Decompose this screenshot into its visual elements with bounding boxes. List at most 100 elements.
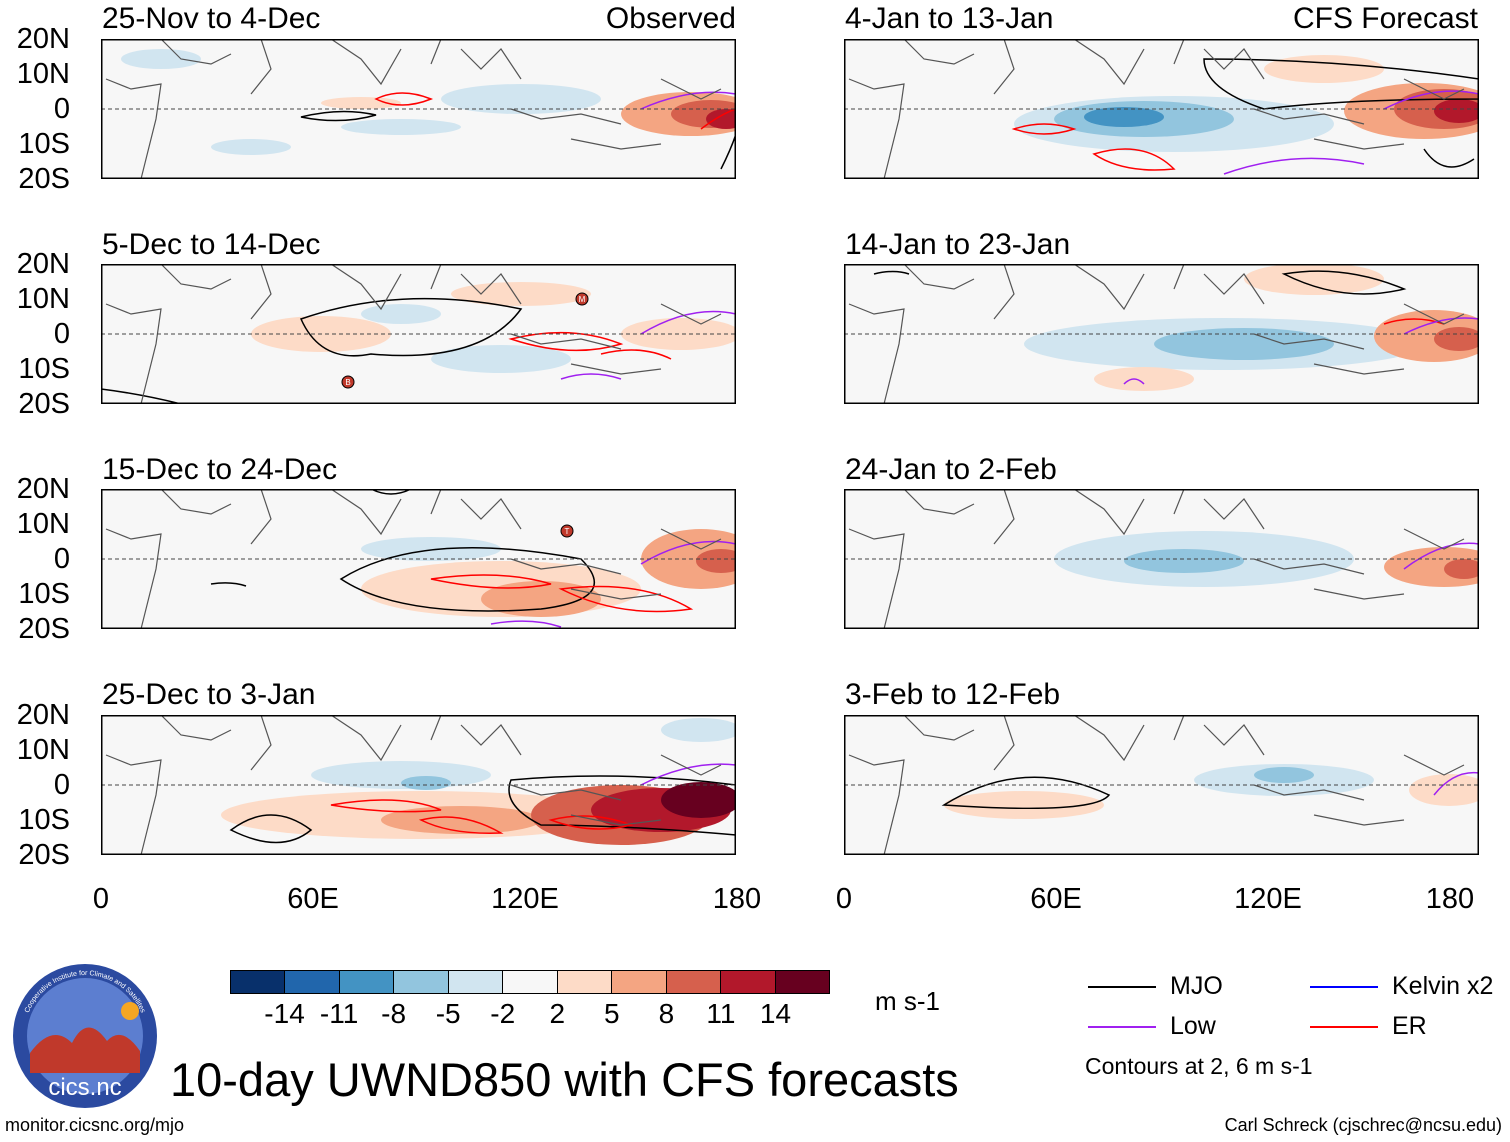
panel-title-obs-1: 25-Nov to 4-Dec [102,2,321,35]
lat-label: 20S [18,839,70,871]
panel-title-obs-2: 5-Dec to 14-Dec [102,228,321,261]
lat-label: 20S [18,163,70,195]
lat-label: 20N [16,699,70,731]
map-panel-obs-3: T [101,489,736,629]
lat-label: 10N [16,283,70,315]
legend-label: Kelvin x2 [1392,972,1494,1000]
legend-line-icon [1310,985,1378,988]
legend-label: Low [1170,1012,1216,1040]
legend-item-er: ER [1310,1012,1427,1041]
storm-marker-m-label: M [579,295,586,304]
lon-label: 60E [1030,883,1082,915]
colorbar-cell [503,971,558,993]
panel-title-fc-3: 24-Jan to 2-Feb [845,453,1057,486]
legend-line-icon [1310,1025,1378,1028]
footer-url: monitor.cicsnc.org/mjo [5,1115,185,1135]
lat-label: 20N [16,473,70,505]
map-svg [844,489,1479,629]
map-panel-obs-2: M B [101,264,736,404]
legend-label: MJO [1170,972,1223,1000]
lat-label: 10S [18,353,70,385]
lat-label: 20S [18,388,70,420]
footer-credit: Carl Schreck (cjschrec@ncsu.edu) [1224,1115,1502,1135]
map-svg: M B [101,264,736,404]
colorbar [230,970,830,994]
panel-title-fc-4: 3-Feb to 12-Feb [845,678,1061,711]
legend-item-kelvin: Kelvin x2 [1310,972,1493,1001]
storm-marker-t-label: T [565,527,570,536]
colorbar-cell [775,971,829,993]
lat-label: 0 [53,318,70,350]
lat-label: 10N [16,58,70,90]
panel-title-obs-4: 25-Dec to 3-Jan [102,678,316,711]
legend-label: ER [1392,1012,1427,1040]
lon-label: 180 [712,883,762,915]
legend-item-mjo: MJO [1088,972,1223,1001]
map-panel-fc-4 [844,715,1479,855]
lat-label: 10S [18,578,70,610]
map-panel-obs-1 [101,39,736,179]
map-svg [101,715,736,855]
lon-label: 120E [491,883,559,915]
map-svg: T [101,489,736,629]
colorbar-tick-label: -5 [435,998,461,1029]
colorbar-tick-label: -8 [381,998,407,1029]
colorbar-tick-label: 8 [658,998,675,1029]
colorbar-tick-label: 2 [549,998,566,1029]
colorbar-cell [612,971,667,993]
storm-marker-t-icon: T [560,524,574,538]
colorbar-cell [339,971,395,993]
forecast-label: CFS Forecast [1292,2,1478,35]
lon-label: 120E [1234,883,1302,915]
observed-label: Observed [605,2,736,35]
lat-label: 0 [53,769,70,801]
colorbar-units: m s-1 [875,986,940,1016]
lat-label: 10S [18,128,70,160]
lat-label: 20N [16,248,70,280]
storm-marker-b-icon: B [341,375,355,389]
panel-title-fc-1: 4-Jan to 13-Jan [845,2,1054,35]
map-panel-fc-1 [844,39,1479,179]
lon-label: 60E [287,883,339,915]
lat-label: 0 [53,93,70,125]
lat-label: 0 [53,543,70,575]
lon-label: 0 [92,883,110,915]
colorbar-cell [285,971,340,993]
lat-label: 10N [16,508,70,540]
legend-line-icon [1088,985,1156,988]
lat-label: 20S [18,613,70,645]
figure-title: 10-day UWND850 with CFS forecasts [170,1053,959,1106]
panel-title-obs-3: 15-Dec to 24-Dec [102,453,338,486]
colorbar-cell [721,971,776,993]
colorbar-cell [448,971,504,993]
lat-label: 10N [16,734,70,766]
contour-note: Contours at 2, 6 m s-1 [1085,1053,1313,1079]
storm-marker-m-icon: M [575,292,589,306]
map-panel-fc-2 [844,264,1479,404]
colorbar-tick-label: 14 [759,998,792,1029]
map-svg [101,39,736,179]
colorbar-tick-label: 5 [604,998,620,1029]
map-svg [844,39,1479,179]
map-svg [844,264,1479,404]
colorbar-tick-label: -11 [319,998,359,1029]
colorbar-cell [666,971,722,993]
lon-label: 180 [1425,883,1475,915]
colorbar-cell [557,971,613,993]
cics-logo: cics.nc Cooperative Institute for Climat… [13,964,157,1108]
logo-text: cics.nc [48,1074,121,1101]
lon-label: 0 [835,883,853,915]
colorbar-cell [231,971,286,993]
lat-label: 10S [18,804,70,836]
legend-item-low: Low [1088,1012,1216,1041]
lat-label: 20N [16,23,70,55]
legend-line-icon [1088,1025,1156,1028]
panel-title-fc-2: 14-Jan to 23-Jan [845,228,1071,261]
map-svg [844,715,1479,855]
colorbar-tick-label: -14 [264,998,305,1029]
map-panel-obs-4 [101,715,736,855]
map-panel-fc-3 [844,489,1479,629]
colorbar-cell [394,971,449,993]
storm-marker-b-label: B [345,378,350,387]
colorbar-tick-label: -2 [490,998,516,1029]
